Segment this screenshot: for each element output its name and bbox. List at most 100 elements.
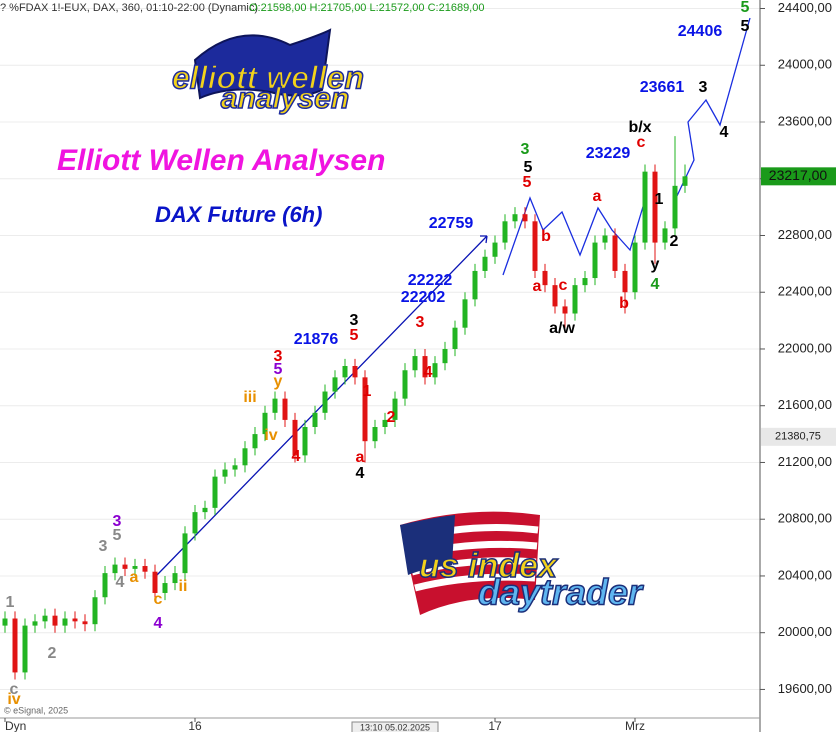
- wave-projection: [156, 17, 751, 576]
- wave-label: iii: [243, 389, 256, 406]
- candles: [2, 136, 688, 680]
- candle-body: [462, 299, 468, 328]
- candle-body: [222, 469, 228, 477]
- candle-body: [382, 419, 388, 427]
- wave-label: 4: [424, 364, 433, 381]
- wave-label: 5: [741, 0, 750, 16]
- candle-body: [512, 214, 518, 222]
- candle-body: [562, 306, 568, 314]
- price-marker: [761, 427, 836, 446]
- wave-label: c: [637, 134, 646, 151]
- candle-body: [52, 615, 58, 626]
- candle-body: [372, 427, 378, 442]
- wave-label: 22222: [408, 272, 453, 289]
- wave-label: a: [593, 188, 602, 205]
- y-tick-label: 19600,00: [778, 681, 832, 696]
- chart-title: Elliott Wellen Analysen: [57, 144, 385, 177]
- header: ? %FDAX 1!-EUX, DAX, 360, 01:10-22:00 (D…: [0, 2, 258, 14]
- wave-label: iv: [264, 427, 277, 444]
- wave-label: 2: [387, 409, 396, 426]
- candle-body: [482, 256, 488, 271]
- candle-body: [22, 625, 28, 673]
- logo-line: us index: [419, 547, 559, 585]
- candle-body: [452, 327, 458, 349]
- candle-body: [612, 235, 618, 271]
- price-marker-label: 21380,75: [775, 431, 821, 443]
- candle-body: [502, 221, 508, 243]
- candle-body: [422, 356, 428, 378]
- y-tick-label: 22400,00: [778, 284, 832, 299]
- price-marker: [761, 167, 836, 186]
- candle-body: [42, 615, 48, 622]
- y-tick-label: 24000,00: [778, 57, 832, 72]
- wave-label: 4: [720, 124, 729, 141]
- wave-label: y: [274, 373, 283, 390]
- wave-label: 3: [274, 348, 283, 365]
- candle-body: [632, 242, 638, 293]
- wave-label: 4: [356, 465, 365, 482]
- wave-label: a: [130, 569, 139, 586]
- us-flag-canton: [400, 515, 455, 575]
- wave-label: 3: [521, 141, 530, 158]
- candle-body: [152, 571, 158, 593]
- wave-label: 24406: [678, 23, 723, 40]
- wave-label: 3: [99, 538, 108, 555]
- wave-label: y: [651, 256, 660, 273]
- candle-body: [272, 398, 278, 413]
- wave-label: 4: [154, 615, 163, 632]
- candle-body: [282, 398, 288, 420]
- candle-body: [112, 564, 118, 574]
- wave-label: a: [356, 449, 365, 466]
- candle-body: [202, 507, 208, 513]
- logo-us: us index daytrader: [400, 511, 645, 615]
- candle-body: [102, 573, 108, 598]
- y-tick-label: 20800,00: [778, 511, 832, 526]
- eu-flag: [193, 28, 332, 100]
- grid: [0, 8, 760, 690]
- candle-body: [472, 270, 478, 300]
- y-tick-label: 21600,00: [778, 397, 832, 412]
- candle-body: [582, 278, 588, 286]
- wave-label: 3: [699, 79, 708, 96]
- x-tick-label: 17: [488, 719, 502, 732]
- candle-body: [522, 214, 528, 222]
- logo-line: analysen: [221, 82, 349, 115]
- candle-body: [62, 618, 68, 626]
- candle-body: [92, 597, 98, 625]
- wave-label: ii: [179, 578, 188, 595]
- wave-label: 5: [113, 527, 122, 544]
- x-tick-label: Mrz: [625, 719, 645, 732]
- wave-label: 3: [350, 312, 359, 329]
- y-tick-label: 22800,00: [778, 227, 832, 242]
- date-box: [351, 721, 439, 732]
- candle-body: [312, 412, 318, 427]
- wave-label: 4: [651, 276, 660, 293]
- candle-body: [552, 285, 558, 307]
- wave-label: b: [541, 228, 551, 245]
- candle-body: [342, 366, 348, 378]
- candle-body: [642, 171, 648, 243]
- wave-label: 21876: [294, 331, 339, 348]
- wave-label: 23229: [586, 145, 631, 162]
- candle-body: [2, 618, 8, 626]
- candle-body: [652, 171, 658, 243]
- date-box-label: 13:10 05.02.2025: [360, 722, 430, 732]
- x-tick-label: 16: [188, 719, 202, 732]
- candle-body: [442, 348, 448, 364]
- y-tick-label: 22000,00: [778, 340, 832, 355]
- candle-body: [672, 185, 678, 229]
- wave-label: c: [559, 277, 568, 294]
- wave-label: 3: [416, 314, 425, 331]
- candle-body: [292, 419, 298, 456]
- wave-label: a: [533, 278, 542, 295]
- candle-body: [332, 377, 338, 392]
- candle-body: [122, 564, 128, 569]
- candle-body: [242, 448, 248, 466]
- y-tick-label: 23600,00: [778, 113, 832, 128]
- wave-label: 1: [655, 191, 664, 208]
- wave-label: 2: [48, 645, 57, 662]
- axis: 19600,00 20000,00 20400,00 20800,00 21200,00…: [4, 0, 836, 732]
- wave-label: 22202: [401, 289, 446, 306]
- projection-path: [675, 17, 751, 199]
